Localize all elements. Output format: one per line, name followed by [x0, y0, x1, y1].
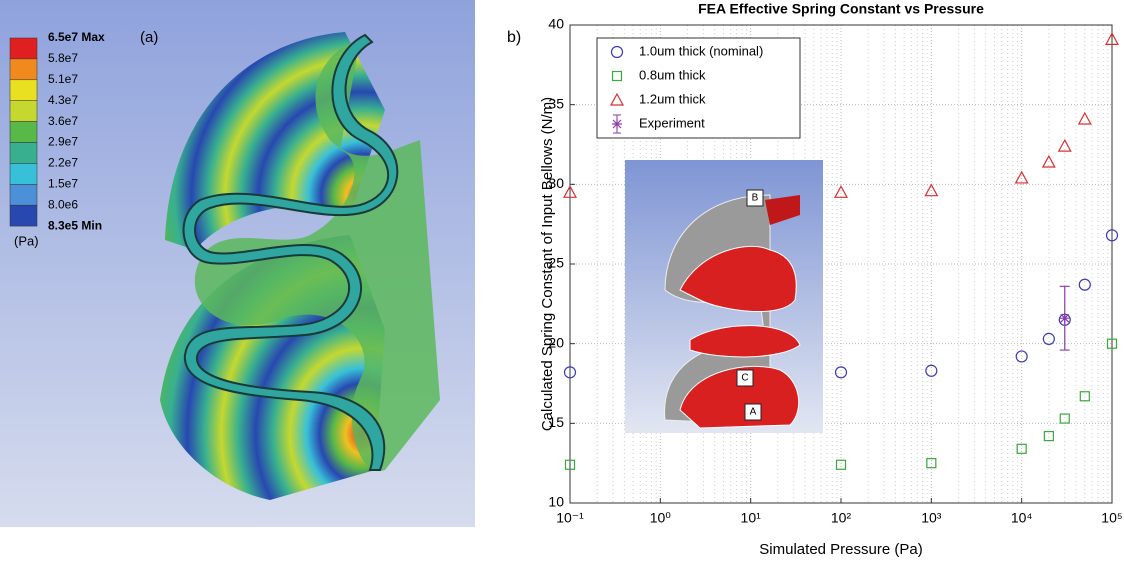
legend-label: 0.8um thick	[639, 67, 706, 82]
colorbar-label: 5.1e7	[48, 72, 78, 86]
colorbar-band	[10, 184, 37, 205]
point	[1060, 313, 1070, 323]
panel-b-label: b)	[507, 29, 521, 46]
y-tick-label: 20	[548, 334, 564, 350]
y-tick-label: 30	[548, 175, 564, 191]
plot-area: 10⁻¹ 10⁰ 10¹ 10² 10³ 10⁴ 10⁵ 10 15 20 25 30 35 40 B C A 1…	[548, 16, 1122, 526]
legend-label: Experiment	[639, 115, 705, 130]
panel-a-label: (a)	[140, 29, 158, 46]
page: 6.5e7 Max 5.8e7 5.1e7 4.3e7 3.6e7 2.9e7 2.2e7 1…	[0, 0, 1124, 563]
figure: 6.5e7 Max 5.8e7 5.1e7 4.3e7 3.6e7 2.9e7 2.2e7 1…	[0, 0, 1124, 563]
colorbar-band	[10, 143, 37, 164]
y-tick-label: 10	[548, 494, 564, 510]
inset-bellows-red	[680, 246, 800, 428]
y-tick-label: 35	[548, 95, 564, 111]
inset-label: A	[750, 407, 757, 418]
y-tick-label: 25	[548, 255, 564, 271]
x-axis-label: Simulated Pressure (Pa)	[759, 541, 922, 558]
colorbar-band	[10, 205, 37, 226]
inset-image: B C A	[625, 160, 823, 433]
colorbar-label: 1.5e7	[48, 176, 78, 190]
x-tick-label: 10⁰	[650, 510, 672, 526]
colorbar-label: 6.5e7 Max	[48, 30, 105, 44]
colorbar-band	[10, 80, 37, 101]
x-tick-label: 10³	[921, 510, 942, 526]
legend-label: 1.0um thick (nominal)	[639, 43, 763, 58]
colorbar-band	[10, 163, 37, 184]
x-tick-label: 10⁻¹	[556, 510, 584, 526]
colorbar-unit: (Pa)	[14, 233, 39, 248]
legend-label: 1.2um thick	[639, 91, 706, 106]
chart-title: FEA Effective Spring Constant vs Pressur…	[698, 1, 984, 17]
colorbar-band	[10, 59, 37, 80]
x-tick-label: 10⁴	[1011, 510, 1033, 526]
inset-label: B	[752, 193, 759, 204]
y-tick-label: 15	[548, 414, 564, 430]
colorbar-label: 4.3e7	[48, 93, 78, 107]
colorbar-label: 3.6e7	[48, 114, 78, 128]
x-tick-label: 10¹	[741, 510, 762, 526]
colorbar-label: 2.9e7	[48, 135, 78, 149]
x-tick-label: 10⁵	[1101, 510, 1122, 526]
colorbar-band	[10, 38, 37, 59]
inset-label: C	[741, 373, 748, 384]
colorbar-label: 2.2e7	[48, 156, 78, 170]
colorbar-band	[10, 101, 37, 122]
x-tick-label: 10²	[831, 510, 852, 526]
colorbar-label: 8.3e5 Min	[48, 218, 102, 232]
colorbar-band	[10, 122, 37, 143]
colorbar-label: 5.8e7	[48, 51, 78, 65]
y-tick-label: 40	[548, 16, 564, 32]
colorbar-label: 8.0e6	[48, 197, 78, 211]
